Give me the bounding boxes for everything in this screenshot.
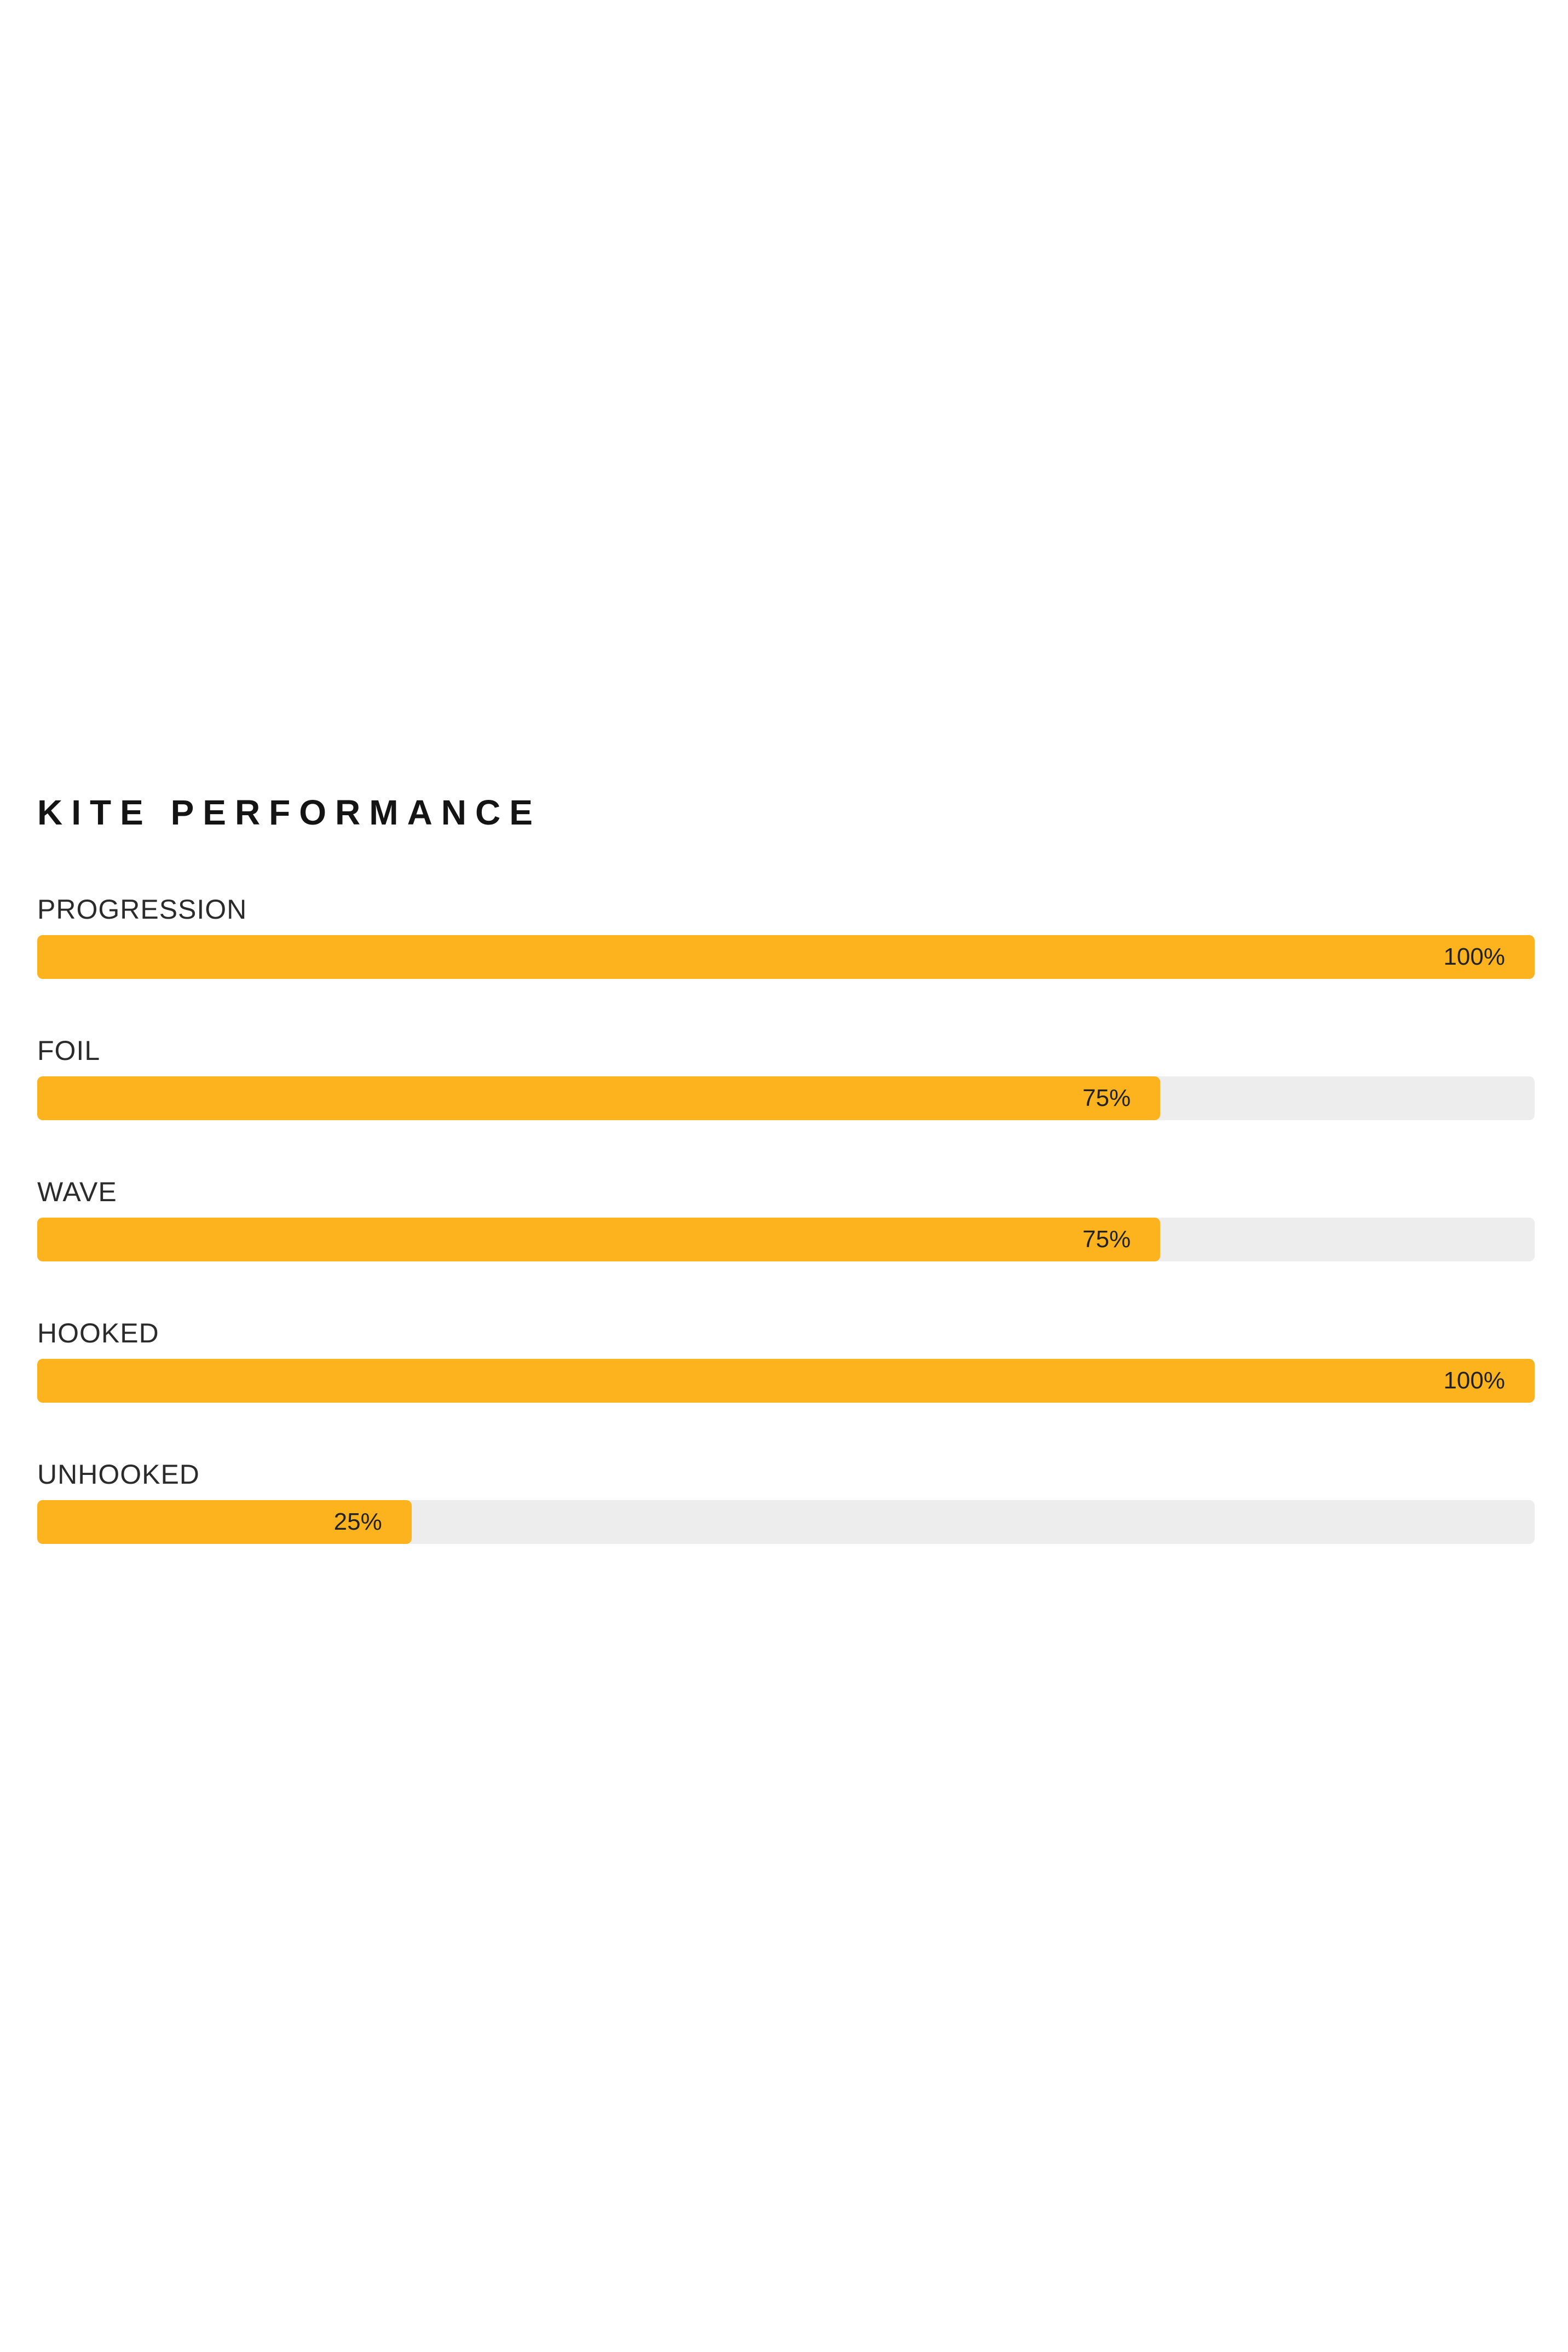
bar-label: FOIL bbox=[37, 1035, 101, 1066]
bar-track: 75% bbox=[37, 1218, 1535, 1261]
bar-fill: 75% bbox=[37, 1218, 1161, 1261]
bar-value-label: 75% bbox=[1082, 1226, 1131, 1253]
performance-row-unhooked: UNHOOKED 25% bbox=[37, 1461, 1535, 1544]
bar-label: WAVE bbox=[37, 1177, 117, 1207]
section-title: KITE PERFORMANCE bbox=[37, 793, 541, 832]
kite-performance-section: KITE PERFORMANCE PROGRESSION 100% FOIL 7… bbox=[37, 795, 1535, 1602]
bar-fill: 100% bbox=[37, 1359, 1535, 1403]
performance-row-hooked: HOOKED 100% bbox=[37, 1319, 1535, 1403]
bar-track: 25% bbox=[37, 1500, 1535, 1544]
performance-row-wave: WAVE 75% bbox=[37, 1178, 1535, 1261]
bar-fill: 75% bbox=[37, 1076, 1161, 1120]
bar-label: PROGRESSION bbox=[37, 894, 247, 925]
bar-fill: 100% bbox=[37, 935, 1535, 979]
bar-label: UNHOOKED bbox=[37, 1459, 200, 1490]
bar-fill: 25% bbox=[37, 1500, 412, 1544]
bar-value-label: 75% bbox=[1082, 1085, 1131, 1111]
bar-track: 100% bbox=[37, 1359, 1535, 1403]
bar-track: 75% bbox=[37, 1076, 1535, 1120]
bar-track: 100% bbox=[37, 935, 1535, 979]
bar-label: HOOKED bbox=[37, 1318, 159, 1348]
performance-row-foil: FOIL 75% bbox=[37, 1037, 1535, 1120]
bar-value-label: 100% bbox=[1443, 1367, 1505, 1394]
bar-value-label: 25% bbox=[333, 1508, 382, 1535]
performance-row-progression: PROGRESSION 100% bbox=[37, 896, 1535, 979]
bar-value-label: 100% bbox=[1443, 943, 1505, 970]
